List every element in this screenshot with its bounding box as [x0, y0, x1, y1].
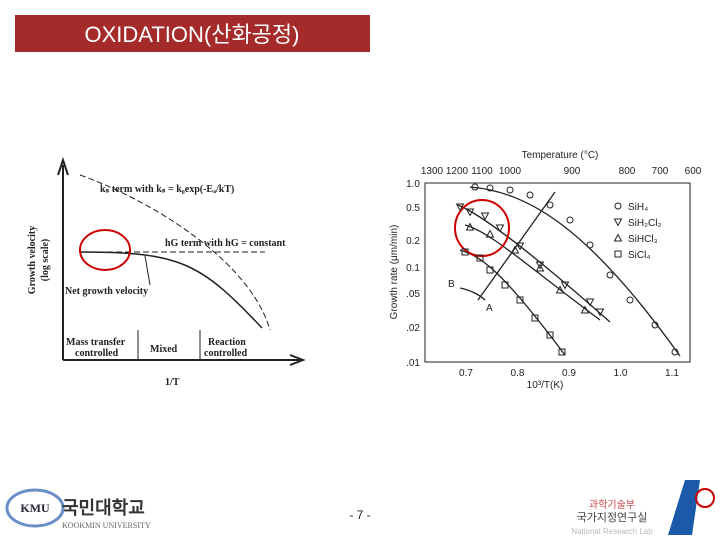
x-tick-label: 0.9 [562, 368, 576, 379]
symbol [515, 242, 525, 251]
y-label: Growth velocity [27, 226, 38, 294]
symbol [535, 263, 545, 272]
region-label: controlled [75, 348, 119, 359]
symbol [614, 250, 622, 258]
axis-title: Temperature (°C) [522, 150, 599, 161]
legend-label: SiCl₄ [628, 250, 650, 261]
symbol [461, 248, 469, 256]
right-figure [424, 182, 691, 363]
annotation: B [448, 279, 455, 290]
ministry: 과학기술부 [589, 499, 635, 511]
symbol [613, 233, 623, 242]
symbol [506, 186, 514, 194]
symbol [471, 183, 479, 191]
top-tick-label: 800 [619, 166, 636, 177]
symbol [510, 245, 520, 254]
y-tick-label: .01 [406, 358, 420, 369]
x-tick-label: 0.8 [511, 368, 525, 379]
symbol [566, 216, 574, 224]
symbol [560, 281, 570, 290]
region-label: Mass transfer [66, 337, 126, 348]
symbol [585, 298, 595, 307]
curve-label: Net growth velocity [65, 286, 148, 297]
symbol [614, 202, 622, 210]
top-tick-label: 1200 [446, 166, 469, 177]
symbol [526, 191, 534, 199]
university: 국민대학교 [62, 497, 145, 518]
legend-label: SiHCl₃ [628, 234, 658, 245]
axis-title: Growth rate (μm/min) [389, 225, 400, 320]
university-en: KOOKMIN UNIVERSITY [62, 521, 151, 530]
symbol [465, 222, 475, 231]
symbol [626, 296, 634, 304]
x-label: 1/T [165, 377, 180, 388]
logo-ring [5, 488, 65, 528]
symbol [651, 321, 659, 329]
symbol [558, 348, 566, 356]
x-tick-label: 0.7 [459, 368, 473, 379]
legend-label: SiH₄ [628, 202, 648, 213]
symbol [476, 254, 484, 262]
top-tick-label: 1300 [421, 166, 444, 177]
symbol [586, 241, 594, 249]
title-box [15, 15, 370, 52]
symbol [516, 296, 524, 304]
symbol [501, 281, 509, 289]
lab: 국가지정연구실 [577, 511, 648, 524]
region-label: Mixed [150, 344, 178, 355]
y-label: (log scale) [40, 239, 51, 282]
y-tick-label: 0.2 [406, 236, 420, 247]
symbol [555, 285, 565, 294]
top-tick-label: 600 [685, 166, 702, 177]
curve-label: kₛ term with kₛ = k₀exp(-Eₐ/kT) [100, 184, 234, 195]
region-label: controlled [204, 348, 248, 359]
symbol [606, 271, 614, 279]
lab-logo-star [695, 488, 715, 508]
y-tick-label: .02 [406, 323, 420, 334]
symbol [486, 184, 494, 192]
symbol [595, 308, 605, 317]
top-tick-label: 1100 [471, 166, 493, 177]
axis-title: 10³/T(K) [527, 380, 564, 391]
top-tick-label: 900 [564, 166, 581, 177]
legend-label: SiH₂Cl₂ [628, 218, 661, 229]
symbol [495, 224, 505, 233]
page-number: - 7 - [349, 508, 370, 522]
logo: KMU [20, 501, 50, 515]
symbol [546, 331, 554, 339]
symbol [465, 208, 475, 217]
symbol [546, 201, 554, 209]
top-tick-label: 700 [652, 166, 669, 177]
symbol [480, 212, 490, 221]
symbol [535, 261, 545, 270]
title: OXIDATION(산화공정) [85, 22, 300, 47]
x-tick-label: 1.0 [614, 368, 628, 379]
y-tick-label: .05 [406, 289, 420, 300]
lab-logo [668, 480, 700, 535]
region-label: Reaction [208, 337, 246, 348]
symbol [486, 266, 494, 274]
symbol [613, 218, 623, 227]
symbol [485, 229, 495, 238]
lab-en: National Research Lab [571, 527, 653, 536]
x-tick-label: 1.1 [665, 368, 679, 379]
y-tick-label: 0.5 [406, 203, 420, 214]
left-figure [57, 156, 306, 366]
symbol [531, 314, 539, 322]
y-tick-label: 1.0 [406, 179, 420, 190]
annotation: A [486, 303, 493, 314]
top-tick-label: 1000 [499, 166, 522, 177]
curve-label: hG term with hG = constant [165, 238, 286, 249]
symbol [455, 203, 465, 212]
y-tick-label: 0.1 [406, 263, 420, 274]
symbol [671, 348, 679, 356]
symbol [580, 305, 590, 314]
